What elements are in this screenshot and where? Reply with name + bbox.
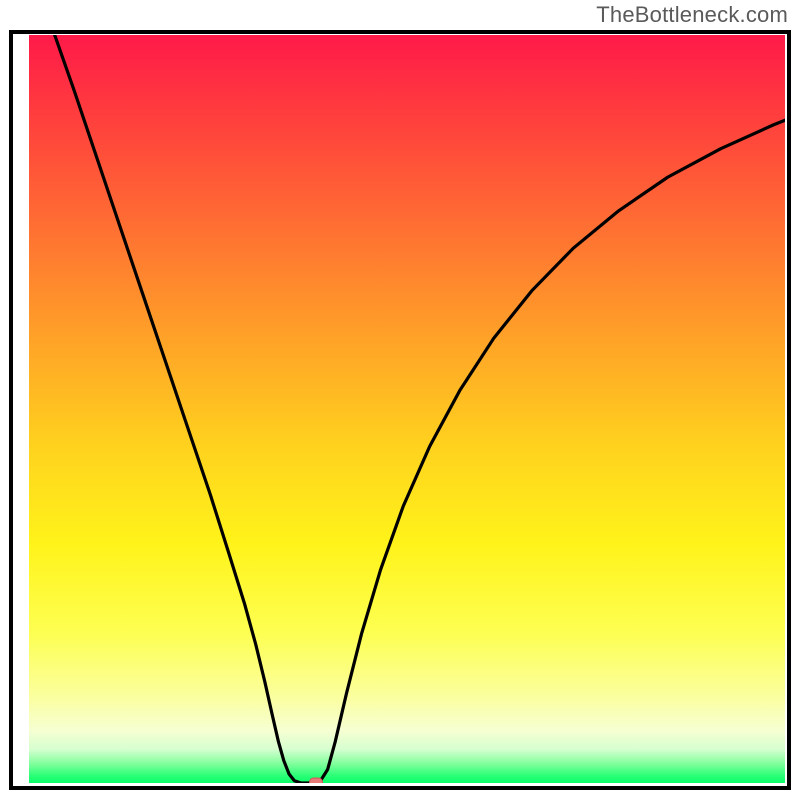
optimum-marker <box>309 778 323 783</box>
chart-frame: TheBottleneck.com <box>0 0 800 800</box>
watermark-text: TheBottleneck.com <box>596 2 788 28</box>
plot-area <box>29 35 785 783</box>
bottleneck-curve <box>55 35 785 783</box>
curve-layer <box>29 35 785 783</box>
